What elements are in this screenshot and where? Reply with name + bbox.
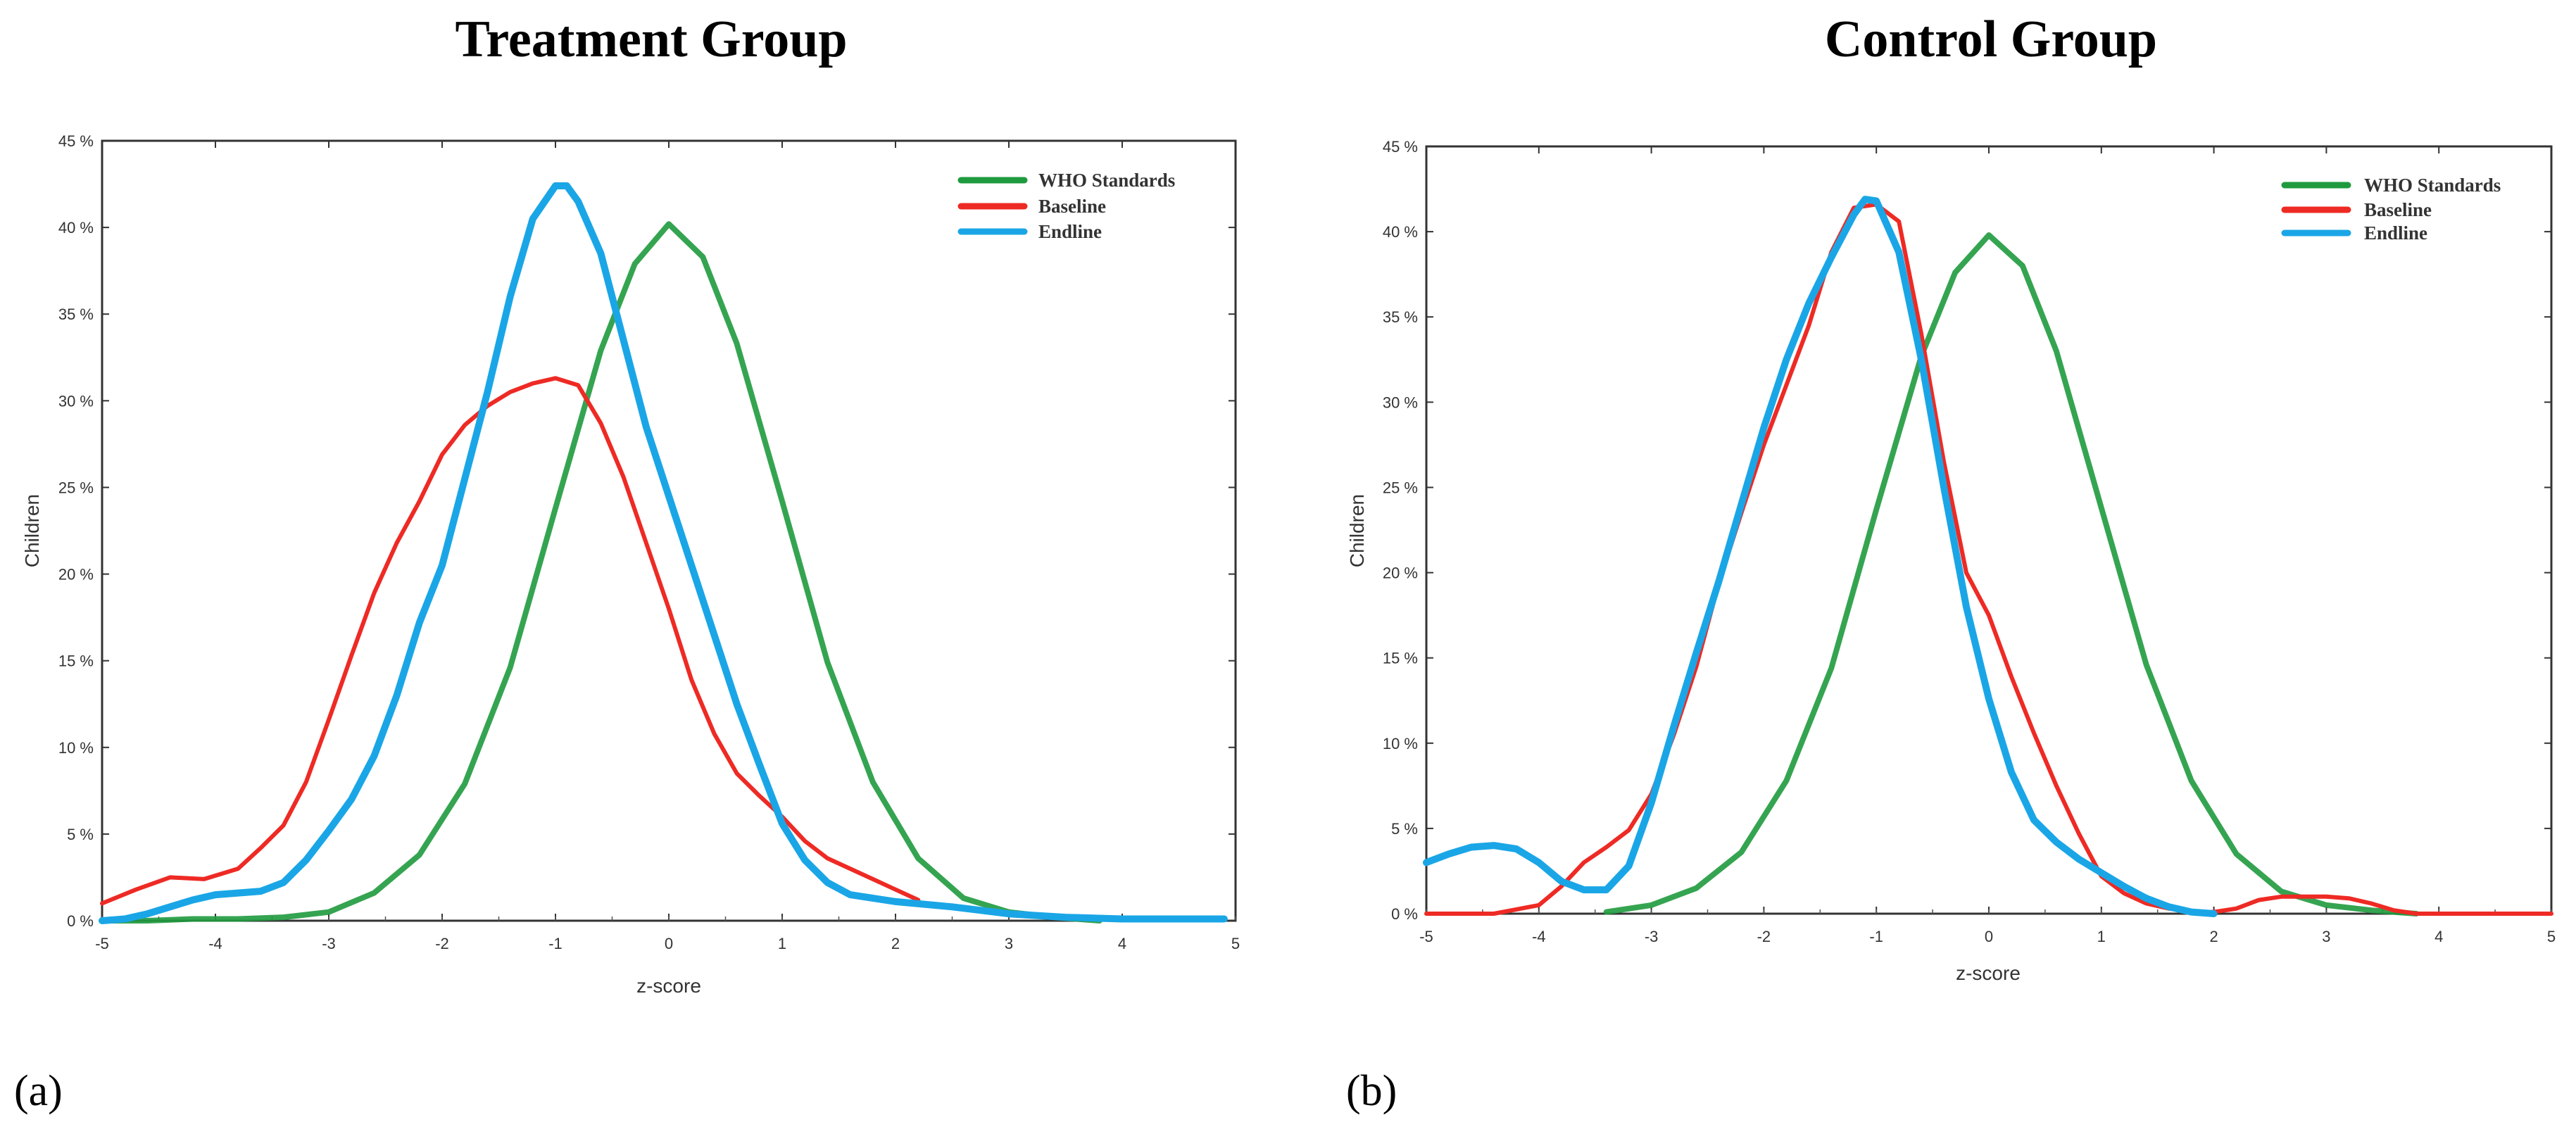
series-lines [99,182,1228,924]
axis-ticks: -5 -4 -3 -2 -1 0 1 2 3 4 5 0 % 5 % 10 % 15 % 20 % 25 % 30… [58,132,1240,952]
x-axis-label: z-score [636,975,701,997]
y-tick-label: 25 % [1383,479,1418,496]
x-tick-label: -3 [322,935,336,952]
y-tick-label: 5 % [67,826,94,843]
x-tick-label: -2 [435,935,449,952]
chart-title: Treatment Group [455,11,847,68]
y-tick-label: 20 % [58,566,94,584]
series-line-baseline [1424,202,2553,916]
y-tick-label: 0 % [67,912,94,930]
y-tick-label: 35 % [58,305,94,323]
panel-label: (b) [1346,1067,1397,1115]
legend-label-baseline: Baseline [1038,196,1106,217]
x-tick-label: -1 [1869,928,1883,945]
legend: WHO Standards Baseline Endline [2281,175,2501,244]
x-tick-label: 5 [1231,935,1240,952]
y-tick-label: 10 % [58,739,94,757]
x-tick-label: 1 [2097,928,2106,945]
x-tick-label: 5 [2547,928,2556,945]
x-tick-label: 4 [2434,928,2443,945]
x-tick-label: -2 [1757,928,1771,945]
panel-treatment: Treatment Group -5 -4 -3 -2 -1 0 1 2 3 4 5 0 % 5 % 10… [14,11,1240,1115]
series-line-endline [99,182,1228,924]
x-tick-label: 4 [1118,935,1126,952]
series-line-baseline [100,376,921,906]
y-axis-label: Children [1346,494,1368,567]
y-tick-label: 5 % [1391,820,1418,838]
y-tick-label: 10 % [1383,735,1418,752]
panel-control: Control Group -5 -4 -3 -2 -1 0 1 2 3 4 5 0 % 5 % 10 %… [1346,11,2556,1115]
series-line-who-standards [99,221,1102,924]
x-tick-label: 3 [2322,928,2330,945]
x-tick-label: 3 [1005,935,1013,952]
legend-label-endline: Endline [1038,221,1102,242]
y-tick-label: 15 % [1383,650,1418,667]
y-tick-label: 45 % [1383,138,1418,156]
x-axis-label: z-score [1956,962,2021,984]
y-tick-label: 40 % [1383,223,1418,241]
legend-label-baseline: Baseline [2364,199,2432,220]
x-tick-label: 0 [1985,928,1993,945]
axis-ticks: -5 -4 -3 -2 -1 0 1 2 3 4 5 0 % 5 % 10 % 15 % 20 % 25 % 30… [1383,138,2556,945]
series-line-endline [1423,196,2218,917]
x-tick-label: 1 [778,935,786,952]
legend: WHO Standards Baseline Endline [957,170,1175,242]
y-tick-label: 35 % [1383,308,1418,326]
x-tick-label: -4 [1532,928,1546,945]
panel-label: (a) [14,1067,63,1115]
chart-title: Control Group [1825,11,2157,68]
y-tick-label: 15 % [58,653,94,670]
y-tick-label: 0 % [1391,905,1418,923]
x-tick-label: 2 [891,935,900,952]
plot-frame [1425,145,2553,915]
series-line-who-standards [1603,232,2420,916]
legend-label-endline: Endline [2364,222,2427,244]
y-axis-label: Children [21,494,43,567]
x-tick-label: -5 [95,935,109,952]
y-tick-label: 20 % [1383,565,1418,582]
y-tick-label: 30 % [1383,393,1418,411]
legend-label-who: WHO Standards [1038,170,1175,191]
y-tick-label: 25 % [58,479,94,496]
y-tick-label: 30 % [58,392,94,410]
x-tick-label: -5 [1419,928,1433,945]
x-tick-label: -1 [548,935,563,952]
series-lines [1423,196,2553,917]
x-tick-label: -3 [1645,928,1659,945]
x-tick-label: 0 [665,935,673,952]
y-tick-label: 40 % [58,219,94,237]
y-tick-label: 45 % [58,132,94,150]
plot-frame [101,139,1237,922]
x-tick-label: -4 [208,935,222,952]
x-tick-label: 2 [2209,928,2218,945]
legend-label-who: WHO Standards [2364,175,2501,196]
